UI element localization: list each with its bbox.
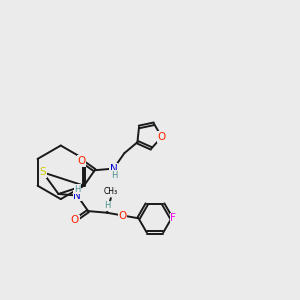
Text: CH₃: CH₃ — [104, 188, 118, 196]
Text: O: O — [71, 215, 79, 225]
Text: O: O — [158, 132, 166, 142]
Text: H: H — [104, 201, 111, 210]
Text: H: H — [74, 184, 80, 194]
Text: O: O — [77, 156, 86, 166]
Text: H: H — [111, 171, 118, 180]
Text: S: S — [39, 167, 46, 177]
Text: O: O — [118, 211, 127, 220]
Text: N: N — [110, 164, 118, 174]
Text: N: N — [74, 190, 81, 201]
Text: F: F — [170, 213, 176, 223]
